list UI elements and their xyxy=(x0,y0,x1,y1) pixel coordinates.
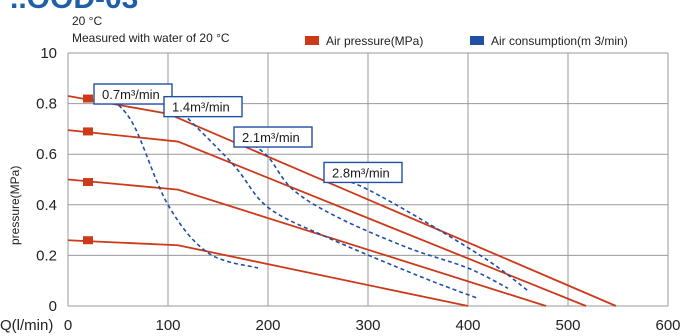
air-consumption-curve xyxy=(337,176,529,292)
air-consumption-curve xyxy=(107,95,259,269)
air-consumption-curve xyxy=(177,108,479,300)
pressure-marker xyxy=(83,178,93,187)
callout-label: 0.7m³/min xyxy=(102,87,160,102)
pressure-marker xyxy=(83,236,93,245)
chart-title-cut: ..OOD-03 xyxy=(10,0,138,15)
legend: Air pressure(MPa) Air consumption(m 3/mi… xyxy=(305,34,628,48)
callout-box xyxy=(93,83,173,105)
x-tick-label: 0 xyxy=(64,317,72,334)
air-pressure-line xyxy=(67,129,587,307)
y-tick-label: 0.4 xyxy=(36,197,57,214)
callout-box xyxy=(323,161,403,184)
callout-box xyxy=(233,126,313,148)
callout-label: 1.4m³/min xyxy=(172,100,230,115)
y-tick-label: 0 xyxy=(49,298,57,315)
y-tick-label: 0.8 xyxy=(36,96,57,113)
y-tick-label: 0.6 xyxy=(36,146,57,163)
x-tick-label: 300 xyxy=(355,317,380,334)
consumption-callout: 1.4m³/min xyxy=(163,95,243,118)
air-pressure-line xyxy=(67,239,469,307)
legend-label-air-pressure: Air pressure(MPa) xyxy=(326,34,423,48)
measured-note: Measured with water of 20 °C xyxy=(72,31,230,45)
air-pressure-lines xyxy=(67,95,617,307)
x-tick-label: 600 xyxy=(655,317,680,334)
air-pressure-line xyxy=(67,95,617,307)
air-consumption-curve xyxy=(247,140,509,290)
callout-label: 2.8m³/min xyxy=(332,165,390,180)
temperature-note: 20 °C xyxy=(72,14,102,28)
x-tick-label: 100 xyxy=(155,317,180,334)
x-tick-label: 400 xyxy=(455,317,480,334)
callout-label: 2.1m³/min xyxy=(242,130,300,145)
legend-swatch-air-consumption xyxy=(470,36,484,45)
x-axis-ticks: 0 100 200 300 400 500 600 xyxy=(64,317,681,334)
y-tick-label: 0.2 xyxy=(36,247,57,264)
y-tick-label: 10 xyxy=(40,45,57,62)
x-tick-label: 500 xyxy=(555,317,580,334)
consumption-callout: 0.7m³/min xyxy=(93,83,173,105)
legend-label-air-consumption: Air consumption(m 3/min) xyxy=(491,34,628,48)
air-pressure-line xyxy=(67,178,547,307)
consumption-callout: 2.8m³/min xyxy=(323,161,403,184)
consumption-callout: 2.1m³/min xyxy=(233,126,313,148)
y-axis-label: pressure(MPa) xyxy=(8,166,22,245)
pressure-markers xyxy=(83,94,93,245)
legend-swatch-air-pressure xyxy=(305,36,319,45)
y-axis-ticks: 0 0.2 0.4 0.6 0.8 10 xyxy=(36,45,57,315)
pressure-marker xyxy=(83,94,93,103)
consumption-callouts: 0.7m³/min 1.4m³/min 2.1m³/min 2.8m³/min xyxy=(93,83,403,184)
callout-box xyxy=(163,95,243,118)
pressure-marker xyxy=(83,127,93,136)
air-consumption-lines xyxy=(107,95,529,300)
x-axis-label: Q(l/min) xyxy=(0,317,53,334)
x-tick-label: 200 xyxy=(255,317,280,334)
